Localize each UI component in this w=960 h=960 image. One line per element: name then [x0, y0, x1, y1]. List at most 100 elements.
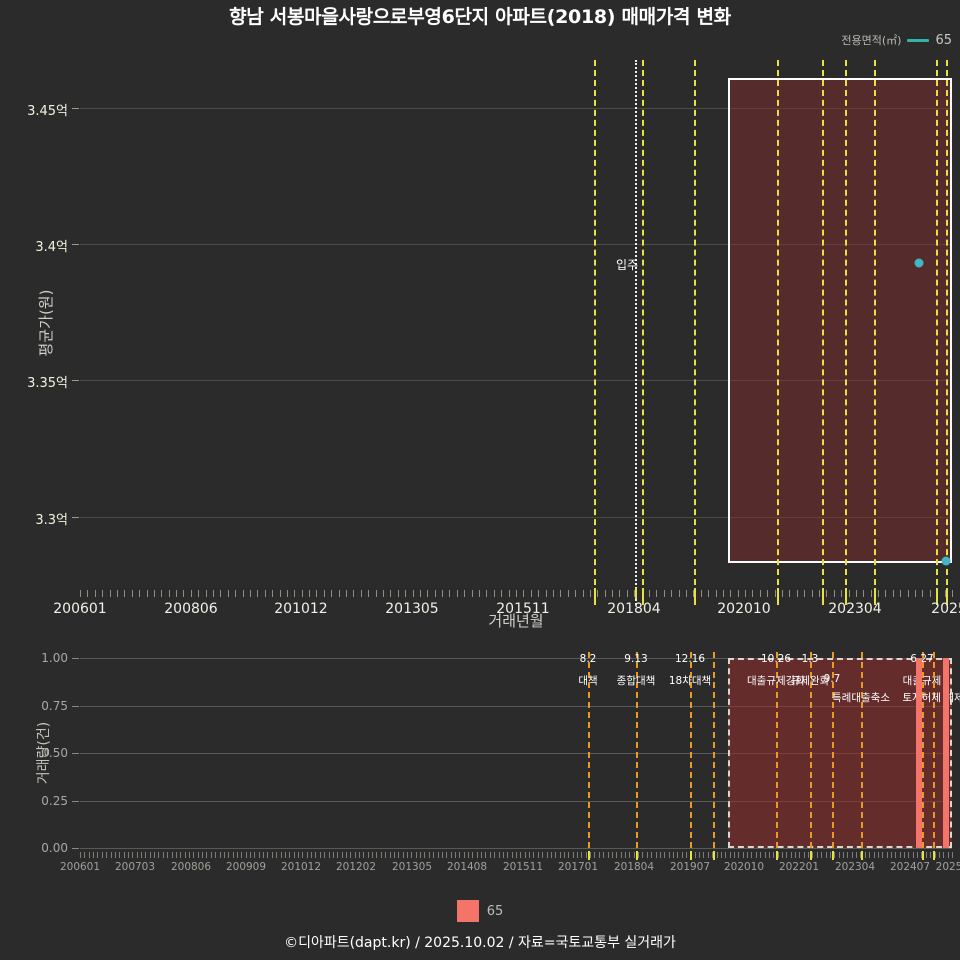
sub-x-minor-tick	[512, 852, 513, 858]
main-x-minor-tick	[708, 590, 709, 597]
main-x-minor-tick	[908, 590, 909, 597]
main-x-minor-tick	[272, 590, 273, 597]
sub-x-minor-tick	[84, 852, 85, 858]
sub-x-minor-tick	[904, 852, 905, 858]
sub-x-minor-tick	[525, 852, 526, 858]
policy-event-line	[588, 652, 590, 848]
sub-x-minor-tick	[734, 852, 735, 858]
main-x-minor-tick	[353, 590, 354, 597]
sub-x-minor-tick	[145, 852, 146, 858]
sub-x-minor-tick	[507, 852, 508, 858]
main-y-tick-label: 3.3억	[35, 513, 68, 528]
sub-x-minor-tick	[791, 852, 792, 858]
main-x-minor-tick	[183, 590, 184, 597]
main-x-minor-tick	[383, 590, 384, 597]
sub-x-minor-tick	[520, 852, 521, 858]
sub-x-minor-tick	[455, 852, 456, 858]
sub-y-tick	[72, 848, 79, 849]
volume-bar	[916, 658, 922, 848]
sub-x-minor-tick	[656, 852, 657, 858]
sub-x-minor-tick	[355, 852, 356, 858]
sub-x-minor-tick	[102, 852, 103, 858]
main-gridline	[80, 517, 952, 518]
main-x-tick-label: 201804	[607, 601, 661, 617]
main-x-minor-tick	[930, 590, 931, 597]
main-x-event-tick	[822, 588, 824, 599]
sub-x-minor-tick	[407, 852, 408, 858]
main-x-minor-tick	[376, 590, 377, 597]
sub-x-minor-tick	[285, 852, 286, 858]
sub-x-minor-tick	[97, 852, 98, 858]
legend-top-value: 65	[935, 32, 952, 48]
policy-name-label: 토지허제 해제	[902, 692, 960, 704]
main-x-minor-tick	[841, 590, 842, 597]
sub-x-minor-tick	[307, 852, 308, 858]
main-x-minor-tick	[797, 590, 798, 597]
sub-x-minor-tick	[952, 852, 953, 858]
main-x-minor-tick	[878, 590, 879, 597]
main-x-minor-tick	[316, 590, 317, 597]
sub-y-tick-label: 0.00	[41, 841, 68, 855]
main-x-minor-tick	[849, 590, 850, 597]
main-x-minor-tick	[147, 590, 148, 597]
main-data-point	[914, 258, 924, 268]
sub-x-minor-tick	[847, 852, 848, 858]
sub-x-minor-tick	[573, 852, 574, 858]
sub-x-event-tick	[933, 851, 935, 860]
main-x-minor-tick	[361, 590, 362, 597]
main-x-minor-tick	[590, 590, 591, 597]
main-x-minor-tick	[280, 590, 281, 597]
policy-event-line	[713, 652, 715, 848]
sub-gridline	[80, 753, 952, 754]
sub-x-minor-tick	[180, 852, 181, 858]
sub-x-minor-tick	[451, 852, 452, 858]
main-x-minor-tick	[220, 590, 221, 597]
policy-date-label: 1.3	[801, 653, 819, 665]
sub-x-minor-tick	[895, 852, 896, 858]
sub-x-minor-tick	[137, 852, 138, 858]
main-event-line	[874, 60, 876, 605]
main-event-line	[777, 60, 779, 605]
sub-x-tick-label: 200909	[225, 861, 267, 873]
sub-x-minor-tick	[555, 852, 556, 858]
main-x-minor-tick	[523, 590, 524, 597]
sub-gridline	[80, 801, 952, 802]
sub-x-minor-tick	[660, 852, 661, 858]
sub-x-minor-tick	[464, 852, 465, 858]
main-x-minor-tick	[80, 590, 81, 597]
sub-x-minor-tick	[564, 852, 565, 858]
main-x-minor-tick	[900, 590, 901, 597]
main-x-tick-label: 202010	[717, 601, 771, 617]
sub-x-minor-tick	[472, 852, 473, 858]
main-x-tick-label: 201305	[385, 601, 439, 617]
policy-event-line	[776, 652, 778, 848]
sub-x-minor-tick	[167, 852, 168, 858]
sub-x-minor-tick	[782, 852, 783, 858]
sub-x-minor-tick	[917, 852, 918, 858]
sub-x-minor-tick	[577, 852, 578, 858]
sub-x-minor-tick	[198, 852, 199, 858]
legend-bottom-value: 65	[486, 903, 504, 919]
sub-x-minor-tick	[302, 852, 303, 858]
main-y-tick-label: 3.45억	[27, 104, 68, 119]
sub-x-minor-tick	[80, 852, 81, 858]
main-x-minor-tick	[95, 590, 96, 597]
main-x-axis-label: 거래년월	[488, 612, 544, 630]
sub-x-minor-tick	[616, 852, 617, 858]
main-x-minor-tick	[649, 590, 650, 597]
main-x-minor-tick	[804, 590, 805, 597]
sub-x-event-tick	[588, 851, 590, 860]
sub-x-minor-tick	[376, 852, 377, 858]
sub-x-minor-tick	[560, 852, 561, 858]
sub-x-minor-tick	[516, 852, 517, 858]
main-x-minor-tick	[398, 590, 399, 597]
main-x-minor-tick	[745, 590, 746, 597]
main-x-minor-tick	[612, 590, 613, 597]
main-x-minor-tick	[390, 590, 391, 597]
sub-x-minor-tick	[224, 852, 225, 858]
sub-x-minor-tick	[921, 852, 922, 858]
main-event-line	[822, 60, 824, 605]
sub-x-minor-tick	[682, 852, 683, 858]
main-x-minor-tick	[893, 590, 894, 597]
sub-x-minor-tick	[89, 852, 90, 858]
